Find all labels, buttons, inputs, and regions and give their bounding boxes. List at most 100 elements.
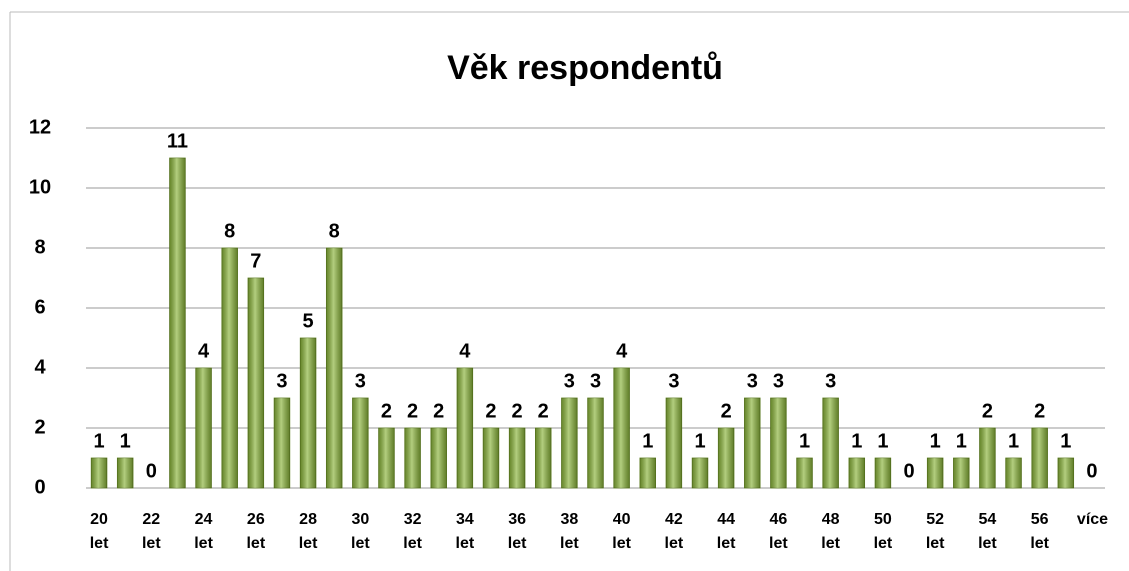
bar-shade: [848, 458, 865, 488]
data-label: 3: [564, 370, 575, 392]
data-label: 1: [1060, 430, 1071, 452]
data-label: 2: [433, 400, 444, 422]
y-tick-label: 2: [34, 416, 45, 438]
bar-shade: [1057, 458, 1074, 488]
y-tick-label: 10: [29, 176, 51, 198]
x-tick-label: 40 let: [612, 511, 631, 552]
y-tick-label: 6: [34, 296, 45, 318]
data-label: 1: [956, 430, 967, 452]
data-label: 1: [799, 430, 810, 452]
y-tick-label: 8: [34, 236, 45, 258]
bar-shade: [352, 398, 369, 488]
bar-shade: [744, 398, 761, 488]
bar-shade: [561, 398, 578, 488]
bar-shade: [639, 458, 656, 488]
x-tick-label: 24 let: [194, 511, 213, 552]
bar-shade: [692, 458, 708, 488]
bar-shade: [1005, 458, 1022, 488]
bar-shade: [535, 428, 552, 488]
data-label: 8: [329, 220, 340, 242]
data-label: 2: [982, 400, 993, 422]
data-label: 3: [355, 370, 366, 392]
data-label: 1: [694, 430, 705, 452]
data-label: 2: [538, 400, 549, 422]
bar-shade: [927, 458, 944, 488]
data-label: 1: [851, 430, 862, 452]
x-tick-label: 22 let: [141, 511, 161, 552]
bar-shade: [613, 368, 630, 488]
bar-shade: [587, 398, 604, 488]
bar-shade: [509, 428, 525, 488]
data-label: 0: [146, 460, 157, 482]
data-label: 0: [1086, 460, 1097, 482]
bar-shade: [483, 428, 499, 488]
data-label: 8: [224, 220, 235, 242]
bar-shade: [718, 428, 734, 488]
x-tick-label: 38 let: [560, 511, 579, 552]
data-label: 1: [877, 430, 888, 452]
data-label: 1: [120, 430, 131, 452]
x-tick-label: více: [1076, 511, 1109, 528]
x-tick-label: 48 let: [821, 511, 840, 552]
bar-shade: [117, 458, 134, 488]
x-tick-label: 46 let: [769, 511, 788, 552]
x-tick-label: 50 let: [873, 511, 893, 552]
data-label: 3: [825, 370, 836, 392]
x-tick-label: 56 let: [1030, 511, 1049, 552]
data-label: 5: [303, 310, 314, 332]
data-label: 4: [459, 340, 471, 362]
y-tick-label: 12: [29, 116, 51, 138]
bar-shade: [404, 428, 421, 488]
x-tick-label: 26 let: [246, 511, 266, 552]
x-tick-label: 42 let: [664, 511, 684, 552]
bar-shade: [979, 428, 996, 488]
data-label: 3: [747, 370, 758, 392]
data-label: 2: [721, 400, 732, 422]
data-label: 11: [167, 130, 188, 152]
data-label: 2: [485, 400, 496, 422]
x-tick-label: 36 let: [507, 511, 527, 552]
x-tick-label: 54 let: [978, 511, 997, 552]
bar-shade: [221, 248, 238, 488]
bar-shade: [875, 458, 891, 488]
x-tick-label: 34 let: [455, 511, 475, 552]
bar-shade: [1031, 428, 1048, 488]
bar-shade: [457, 368, 473, 488]
data-label: 1: [930, 430, 941, 452]
y-tick-label: 4: [34, 356, 46, 378]
bar-shade: [430, 428, 447, 488]
bar-shade: [247, 278, 264, 488]
bar-shade: [300, 338, 316, 488]
data-label: 7: [250, 250, 261, 272]
data-label: 1: [1008, 430, 1019, 452]
bar-shade: [822, 398, 839, 488]
x-tick-label: 44 let: [716, 511, 736, 552]
data-label: 1: [94, 430, 105, 452]
data-label: 4: [198, 340, 210, 362]
x-tick-label: 20 let: [89, 511, 109, 552]
data-label: 3: [668, 370, 679, 392]
bar-shade: [91, 458, 107, 488]
bar-shade: [770, 398, 787, 488]
bar-shade: [274, 398, 290, 488]
data-label: 3: [773, 370, 784, 392]
data-label: 2: [381, 400, 392, 422]
bar-shade: [953, 458, 970, 488]
chart-title: Věk respondentů: [447, 49, 723, 87]
data-label: 4: [616, 340, 628, 362]
y-tick-label: 0: [34, 476, 45, 498]
bar-shade: [169, 158, 186, 488]
data-label: 1: [642, 430, 653, 452]
data-label: 3: [276, 370, 287, 392]
bar-shade: [195, 368, 212, 488]
data-label: 2: [1034, 400, 1045, 422]
bar-shade: [378, 428, 395, 488]
data-label: 2: [512, 400, 523, 422]
data-label: 3: [590, 370, 601, 392]
x-tick-label: 28 let: [298, 511, 318, 552]
data-label: 2: [407, 400, 418, 422]
bar-shade: [326, 248, 343, 488]
bar-shade: [796, 458, 813, 488]
data-label: 0: [903, 460, 914, 482]
